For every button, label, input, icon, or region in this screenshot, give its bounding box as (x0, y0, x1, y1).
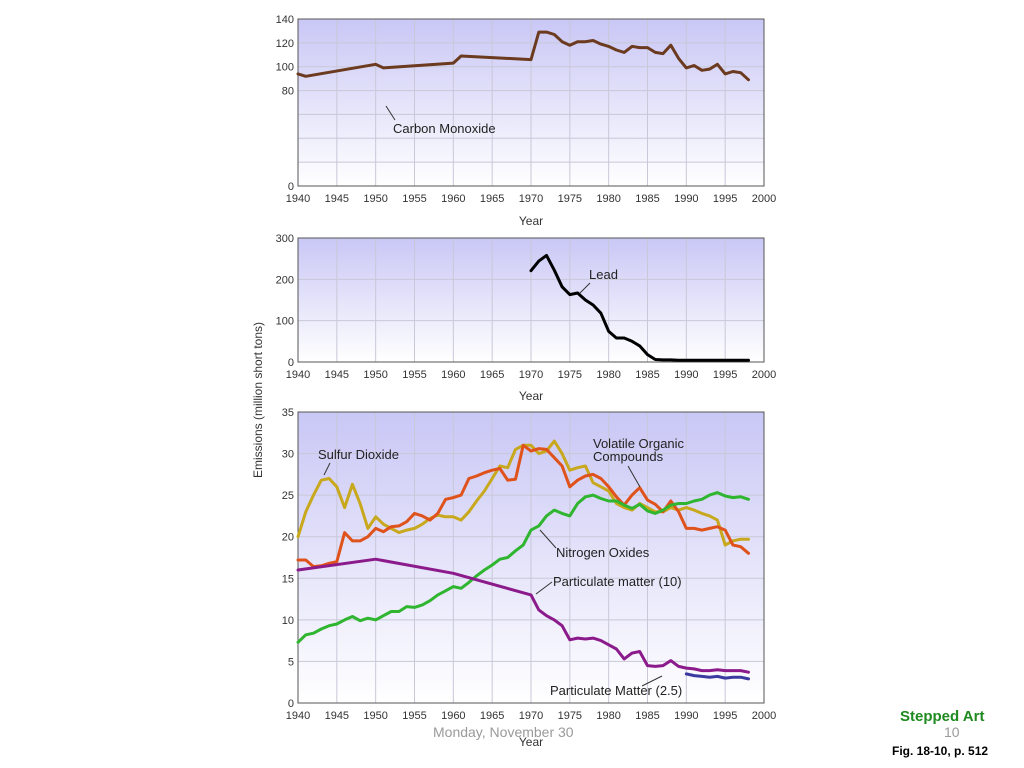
x-tick-label: 1940 (286, 193, 310, 205)
x-tick-label: 1955 (402, 710, 426, 722)
y-tick-label: 100 (276, 316, 294, 328)
series-label: Nitrogen Oxides (556, 545, 650, 560)
x-tick-label: 1955 (402, 193, 426, 205)
x-tick-label: 1970 (519, 710, 543, 722)
series-line-particulate-matter-2-5 (684, 672, 750, 681)
x-tick-label: 1995 (713, 710, 737, 722)
x-tick-label: 1960 (441, 369, 465, 381)
slide-number: 10 (944, 724, 960, 740)
series-label: Volatile Organic Compounds (593, 436, 685, 464)
annotation-leader (385, 105, 396, 121)
x-tick-label: 1970 (519, 369, 543, 381)
x-tick-label: 1980 (596, 369, 620, 381)
plot-frame (297, 18, 765, 187)
x-tick-label: 1990 (674, 193, 698, 205)
y-tick-label: 20 (282, 532, 294, 544)
x-tick-label: 1995 (713, 193, 737, 205)
slide-date: Monday, November 30 (433, 724, 574, 740)
x-tick-label: 1965 (480, 369, 504, 381)
x-tick-label: 1990 (674, 369, 698, 381)
x-tick-label: 1945 (325, 369, 349, 381)
x-tick-label: 1955 (402, 369, 426, 381)
series-label: Particulate matter (10) (553, 574, 682, 589)
series-line-lead (529, 253, 750, 362)
annotation-leader (535, 581, 553, 595)
x-tick-label: 1950 (363, 193, 387, 205)
y-tick-label: 140 (276, 14, 294, 26)
x-tick-label: 1950 (363, 710, 387, 722)
y-tick-label: 35 (282, 407, 294, 419)
series-line-particulate-matter-10 (296, 557, 750, 674)
plot-frame (297, 237, 765, 363)
x-tick-label: 1945 (325, 193, 349, 205)
x-tick-label: 1975 (558, 710, 582, 722)
y-tick-label: 200 (276, 274, 294, 286)
stepped-art-label: Stepped Art (900, 708, 985, 725)
y-tick-label: 0 (288, 357, 294, 369)
series-label: Particulate Matter (2.5) (550, 683, 682, 698)
x-tick-label: 1940 (286, 710, 310, 722)
x-axis-label: Year (519, 389, 543, 403)
x-tick-label: 1990 (674, 710, 698, 722)
series-label: Sulfur Dioxide (318, 447, 399, 462)
x-tick-label: 1995 (713, 369, 737, 381)
x-tick-label: 2000 (752, 193, 776, 205)
x-tick-label: 1970 (519, 193, 543, 205)
series-line-nitrogen-oxides (296, 491, 750, 644)
annotation-leader (579, 282, 591, 294)
x-tick-label: 2000 (752, 369, 776, 381)
y-tick-label: 120 (276, 38, 294, 50)
y-tick-label: 300 (276, 233, 294, 245)
y-tick-label: 10 (282, 615, 294, 627)
x-tick-label: 1985 (635, 710, 659, 722)
annotation-leader (641, 675, 663, 687)
x-tick-label: 1965 (480, 710, 504, 722)
x-tick-label: 1960 (441, 710, 465, 722)
y-tick-label: 0 (288, 181, 294, 193)
x-tick-label: 1975 (558, 369, 582, 381)
x-tick-label: 1945 (325, 710, 349, 722)
plot-frame (297, 411, 765, 704)
y-tick-label: 5 (288, 656, 294, 668)
figure-reference: Fig. 18-10, p. 512 (892, 744, 989, 758)
x-tick-label: 1950 (363, 369, 387, 381)
x-tick-label: 1965 (480, 193, 504, 205)
x-tick-label: 1975 (558, 193, 582, 205)
y-tick-label: 0 (288, 698, 294, 710)
y-tick-label: 30 (282, 449, 294, 461)
carbon-monoxide-chart: 1940 1945 1950 1955 1960 1965 1970 1975 1980 1985… (276, 14, 777, 228)
annotation-leader (539, 529, 557, 549)
x-tick-label: 1980 (596, 193, 620, 205)
x-tick-label: 1960 (441, 193, 465, 205)
x-tick-label: 1985 (635, 193, 659, 205)
y-tick-label: 100 (276, 62, 294, 74)
series-label: Lead (589, 267, 618, 282)
y-axis-label: Emissions (million short tons) (251, 322, 265, 478)
x-axis-label: Year (519, 214, 543, 228)
x-tick-label: 1940 (286, 369, 310, 381)
y-tick-label: 15 (282, 573, 294, 585)
x-tick-label: 2000 (752, 710, 776, 722)
x-axis-label: Year (519, 735, 543, 749)
annotation-leader (323, 462, 331, 476)
x-tick-label: 1985 (635, 369, 659, 381)
pollutants-chart: 1940 1945 1950 1955 1960 1965 1970 1975 1980 1985… (282, 407, 776, 749)
y-tick-label: 80 (282, 86, 294, 98)
x-tick-label: 1980 (596, 710, 620, 722)
y-tick-label: 25 (282, 490, 294, 502)
series-line-carbon-monoxide (296, 30, 750, 82)
series-label: Carbon Monoxide (393, 121, 496, 136)
lead-chart: 1940 1945 1950 1955 1960 1965 1970 1975 1980 1985… (276, 233, 777, 403)
annotation-leader (627, 465, 641, 488)
